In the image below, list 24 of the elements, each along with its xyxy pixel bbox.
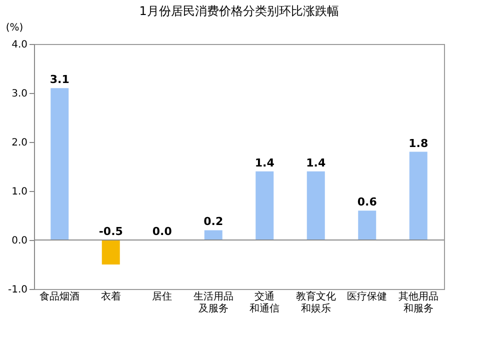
data-label: 0.0 (152, 225, 172, 238)
y-tick-label: 0.0 (12, 236, 28, 246)
chart-title: 1月份居民消费价格分类别环比涨跌幅 (139, 4, 339, 18)
y-tick-label: -1.0 (8, 284, 28, 296)
data-label: -0.5 (98, 225, 123, 238)
y-tick-label: 1.0 (12, 186, 28, 198)
x-tick-label: 食品烟酒 (40, 290, 80, 302)
x-tick-label: 衣着 (100, 290, 121, 302)
data-label: 0.6 (357, 196, 378, 209)
y-tick-label: 2.0 (12, 138, 28, 148)
x-tick-label: 教育文化和娱乐 (296, 290, 336, 314)
y-tick-label: 3.0 (12, 88, 28, 100)
data-label: 1.4 (254, 156, 275, 170)
data-label: 0.2 (204, 215, 224, 228)
data-label: 1.8 (408, 136, 428, 150)
y-axis-title: (%) (6, 22, 24, 34)
data-label: 3.1 (50, 73, 70, 86)
x-tick-label: 生活用品及服务 (193, 290, 234, 314)
x-tick-label: 其他用品和服务 (398, 290, 438, 314)
y-tick-label: 4.0 (12, 40, 28, 50)
x-tick-label: 交通和通信 (250, 290, 280, 314)
data-label: 1.4 (306, 156, 326, 170)
x-tick-label: 居住 (152, 292, 172, 302)
x-tick-label: 医疗保健 (347, 290, 388, 302)
